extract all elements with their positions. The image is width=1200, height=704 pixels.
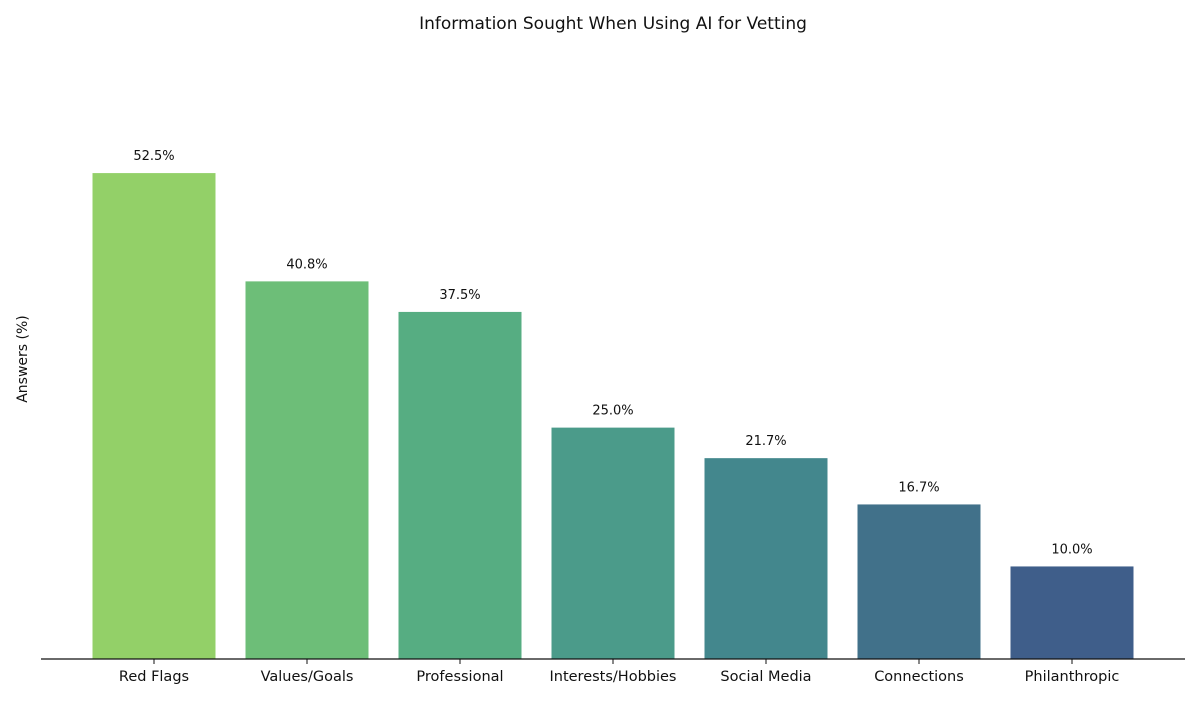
bar — [551, 427, 675, 659]
x-tick-label: Social Media — [720, 669, 811, 685]
bar — [857, 504, 981, 659]
bar — [1010, 566, 1134, 659]
data-label: 16.7% — [898, 480, 939, 495]
data-label: 52.5% — [133, 149, 174, 164]
x-tick-label: Interests/Hobbies — [549, 669, 676, 685]
bar — [704, 458, 828, 659]
x-tick-label: Professional — [416, 669, 503, 685]
chart-title: Information Sought When Using AI for Vet… — [419, 14, 807, 34]
x-tick-label: Red Flags — [119, 669, 189, 685]
data-label: 10.0% — [1051, 542, 1092, 557]
x-tick-label: Connections — [874, 669, 964, 685]
y-axis-label: Answers (%) — [15, 315, 31, 403]
data-label: 25.0% — [592, 404, 633, 419]
x-tick-label: Values/Goals — [261, 669, 354, 685]
bar — [92, 173, 216, 659]
bar — [245, 281, 369, 659]
data-label: 37.5% — [439, 288, 480, 303]
bar — [398, 311, 522, 659]
data-label: 21.7% — [745, 434, 786, 449]
data-label: 40.8% — [286, 257, 327, 272]
x-tick-label: Philanthropic — [1025, 669, 1120, 685]
